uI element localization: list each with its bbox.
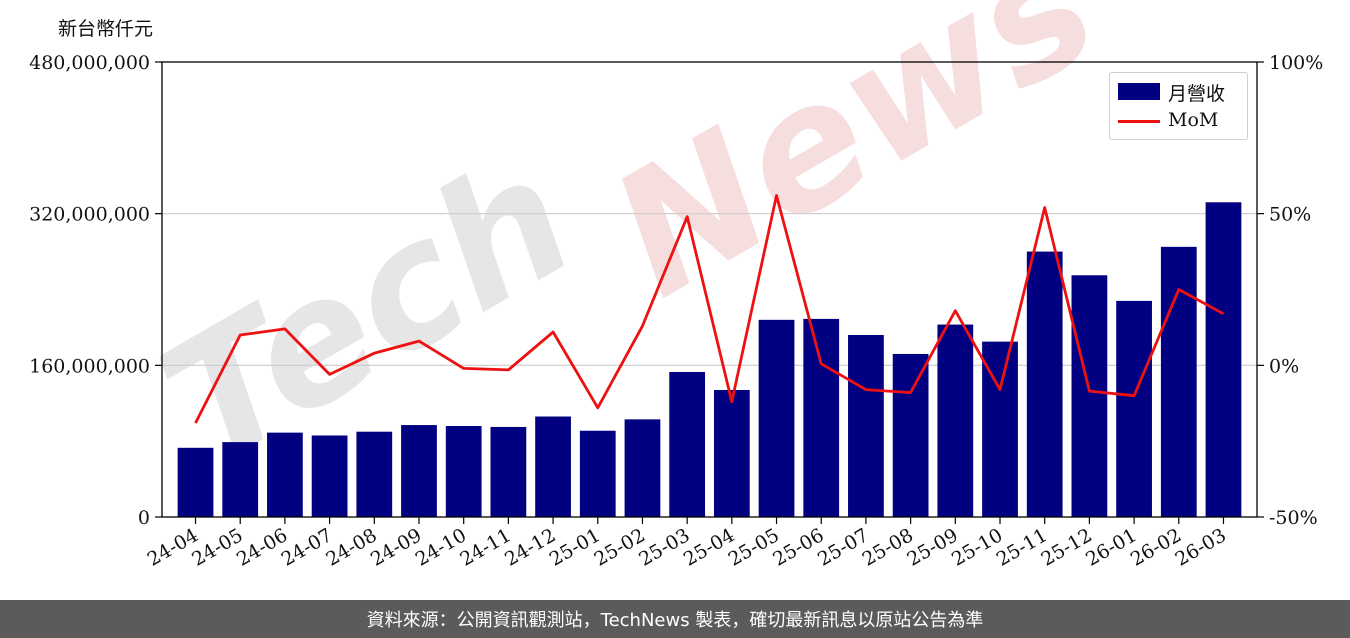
x-tick-label-25-07: 25-07 bbox=[814, 524, 872, 570]
legend-label-revenue: 月營收 bbox=[1168, 83, 1226, 105]
bar-25-04 bbox=[713, 389, 750, 517]
x-tick-label-25-04: 25-04 bbox=[680, 524, 738, 570]
y-left-tick-label-1: 160,000,000 bbox=[29, 355, 150, 377]
bar-25-11 bbox=[1026, 251, 1063, 518]
bar-25-01 bbox=[579, 430, 616, 517]
footer-source-note: 資料來源：公開資訊觀測站，TechNews 製表，確切最新訊息以原站公告為準 bbox=[0, 600, 1350, 638]
bar-25-03 bbox=[669, 371, 706, 517]
legend-swatch-revenue bbox=[1118, 82, 1160, 100]
bar-25-12 bbox=[1071, 275, 1108, 517]
bar-25-09 bbox=[937, 324, 974, 517]
x-tick-label-25-03: 25-03 bbox=[635, 524, 693, 570]
x-tick-label-25-08: 25-08 bbox=[859, 524, 917, 570]
x-tick-label-25-11: 25-11 bbox=[993, 524, 1051, 570]
bar-24-05 bbox=[222, 442, 259, 517]
x-tick-label-25-05: 25-05 bbox=[725, 524, 783, 570]
bar-24-07 bbox=[311, 435, 348, 517]
x-tick-label-24-04: 24-04 bbox=[144, 524, 202, 570]
x-tick-label-24-06: 24-06 bbox=[233, 524, 291, 570]
y-left-tick-label-3: 480,000,000 bbox=[29, 52, 150, 74]
x-tick-label-24-09: 24-09 bbox=[367, 524, 425, 570]
y-right-tick-label-3: 100% bbox=[1269, 52, 1323, 74]
bar-24-10 bbox=[445, 426, 482, 517]
x-tick-label-25-10: 25-10 bbox=[948, 524, 1006, 570]
bar-24-06 bbox=[267, 432, 303, 517]
bar-24-04 bbox=[177, 447, 214, 517]
chart-canvas: TechNews0160,000,000320,000,000480,000,0… bbox=[29, 0, 1323, 571]
y-right-tick-label-0: -50% bbox=[1269, 507, 1318, 529]
bar-24-09 bbox=[401, 425, 437, 517]
bar-26-02 bbox=[1160, 246, 1197, 517]
x-tick-label-25-01: 25-01 bbox=[546, 524, 604, 570]
y-right-tick-label-2: 50% bbox=[1269, 204, 1311, 226]
bar-25-08 bbox=[892, 353, 929, 517]
bar-26-01 bbox=[1116, 300, 1152, 517]
bar-24-08 bbox=[356, 431, 393, 517]
bar-24-12 bbox=[535, 416, 571, 517]
x-tick-label-24-10: 24-10 bbox=[412, 524, 470, 570]
x-tick-label-24-11: 24-11 bbox=[456, 524, 514, 570]
bar-26-03 bbox=[1205, 202, 1242, 517]
legend-swatch-mom bbox=[1118, 119, 1160, 123]
bar-24-11 bbox=[490, 426, 527, 517]
legend-entry-mom bbox=[1118, 109, 1160, 133]
chart-legend: 月營收 MoM bbox=[1109, 72, 1248, 140]
x-tick-label-26-03: 26-03 bbox=[1172, 524, 1230, 570]
y-left-tick-label-2: 320,000,000 bbox=[29, 204, 150, 226]
x-tick-label-24-12: 24-12 bbox=[501, 524, 559, 570]
x-tick-label-25-06: 25-06 bbox=[769, 524, 827, 570]
y-left-tick-label-0: 0 bbox=[138, 507, 150, 529]
bar-25-06 bbox=[803, 318, 840, 517]
x-tick-label-25-02: 25-02 bbox=[591, 524, 649, 570]
x-tick-label-25-12: 25-12 bbox=[1037, 524, 1095, 570]
x-tick-label-26-02: 26-02 bbox=[1127, 524, 1185, 570]
bar-25-02 bbox=[624, 419, 661, 517]
x-tick-label-26-01: 26-01 bbox=[1082, 524, 1140, 570]
bar-25-07 bbox=[848, 335, 884, 517]
x-tick-label-24-05: 24-05 bbox=[188, 524, 246, 570]
y-right-tick-label-1: 0% bbox=[1269, 355, 1299, 377]
x-tick-label-24-08: 24-08 bbox=[322, 524, 380, 570]
mom-series-line bbox=[194, 194, 1225, 424]
legend-label-mom: MoM bbox=[1168, 109, 1219, 131]
legend-entry-revenue bbox=[1118, 79, 1160, 103]
x-tick-label-25-09: 25-09 bbox=[903, 524, 961, 570]
bar-25-05 bbox=[758, 319, 795, 517]
plot-frame bbox=[161, 61, 1258, 518]
y-axis-unit-label: 新台幣仟元 bbox=[58, 18, 154, 40]
x-tick-label-24-07: 24-07 bbox=[278, 524, 336, 570]
